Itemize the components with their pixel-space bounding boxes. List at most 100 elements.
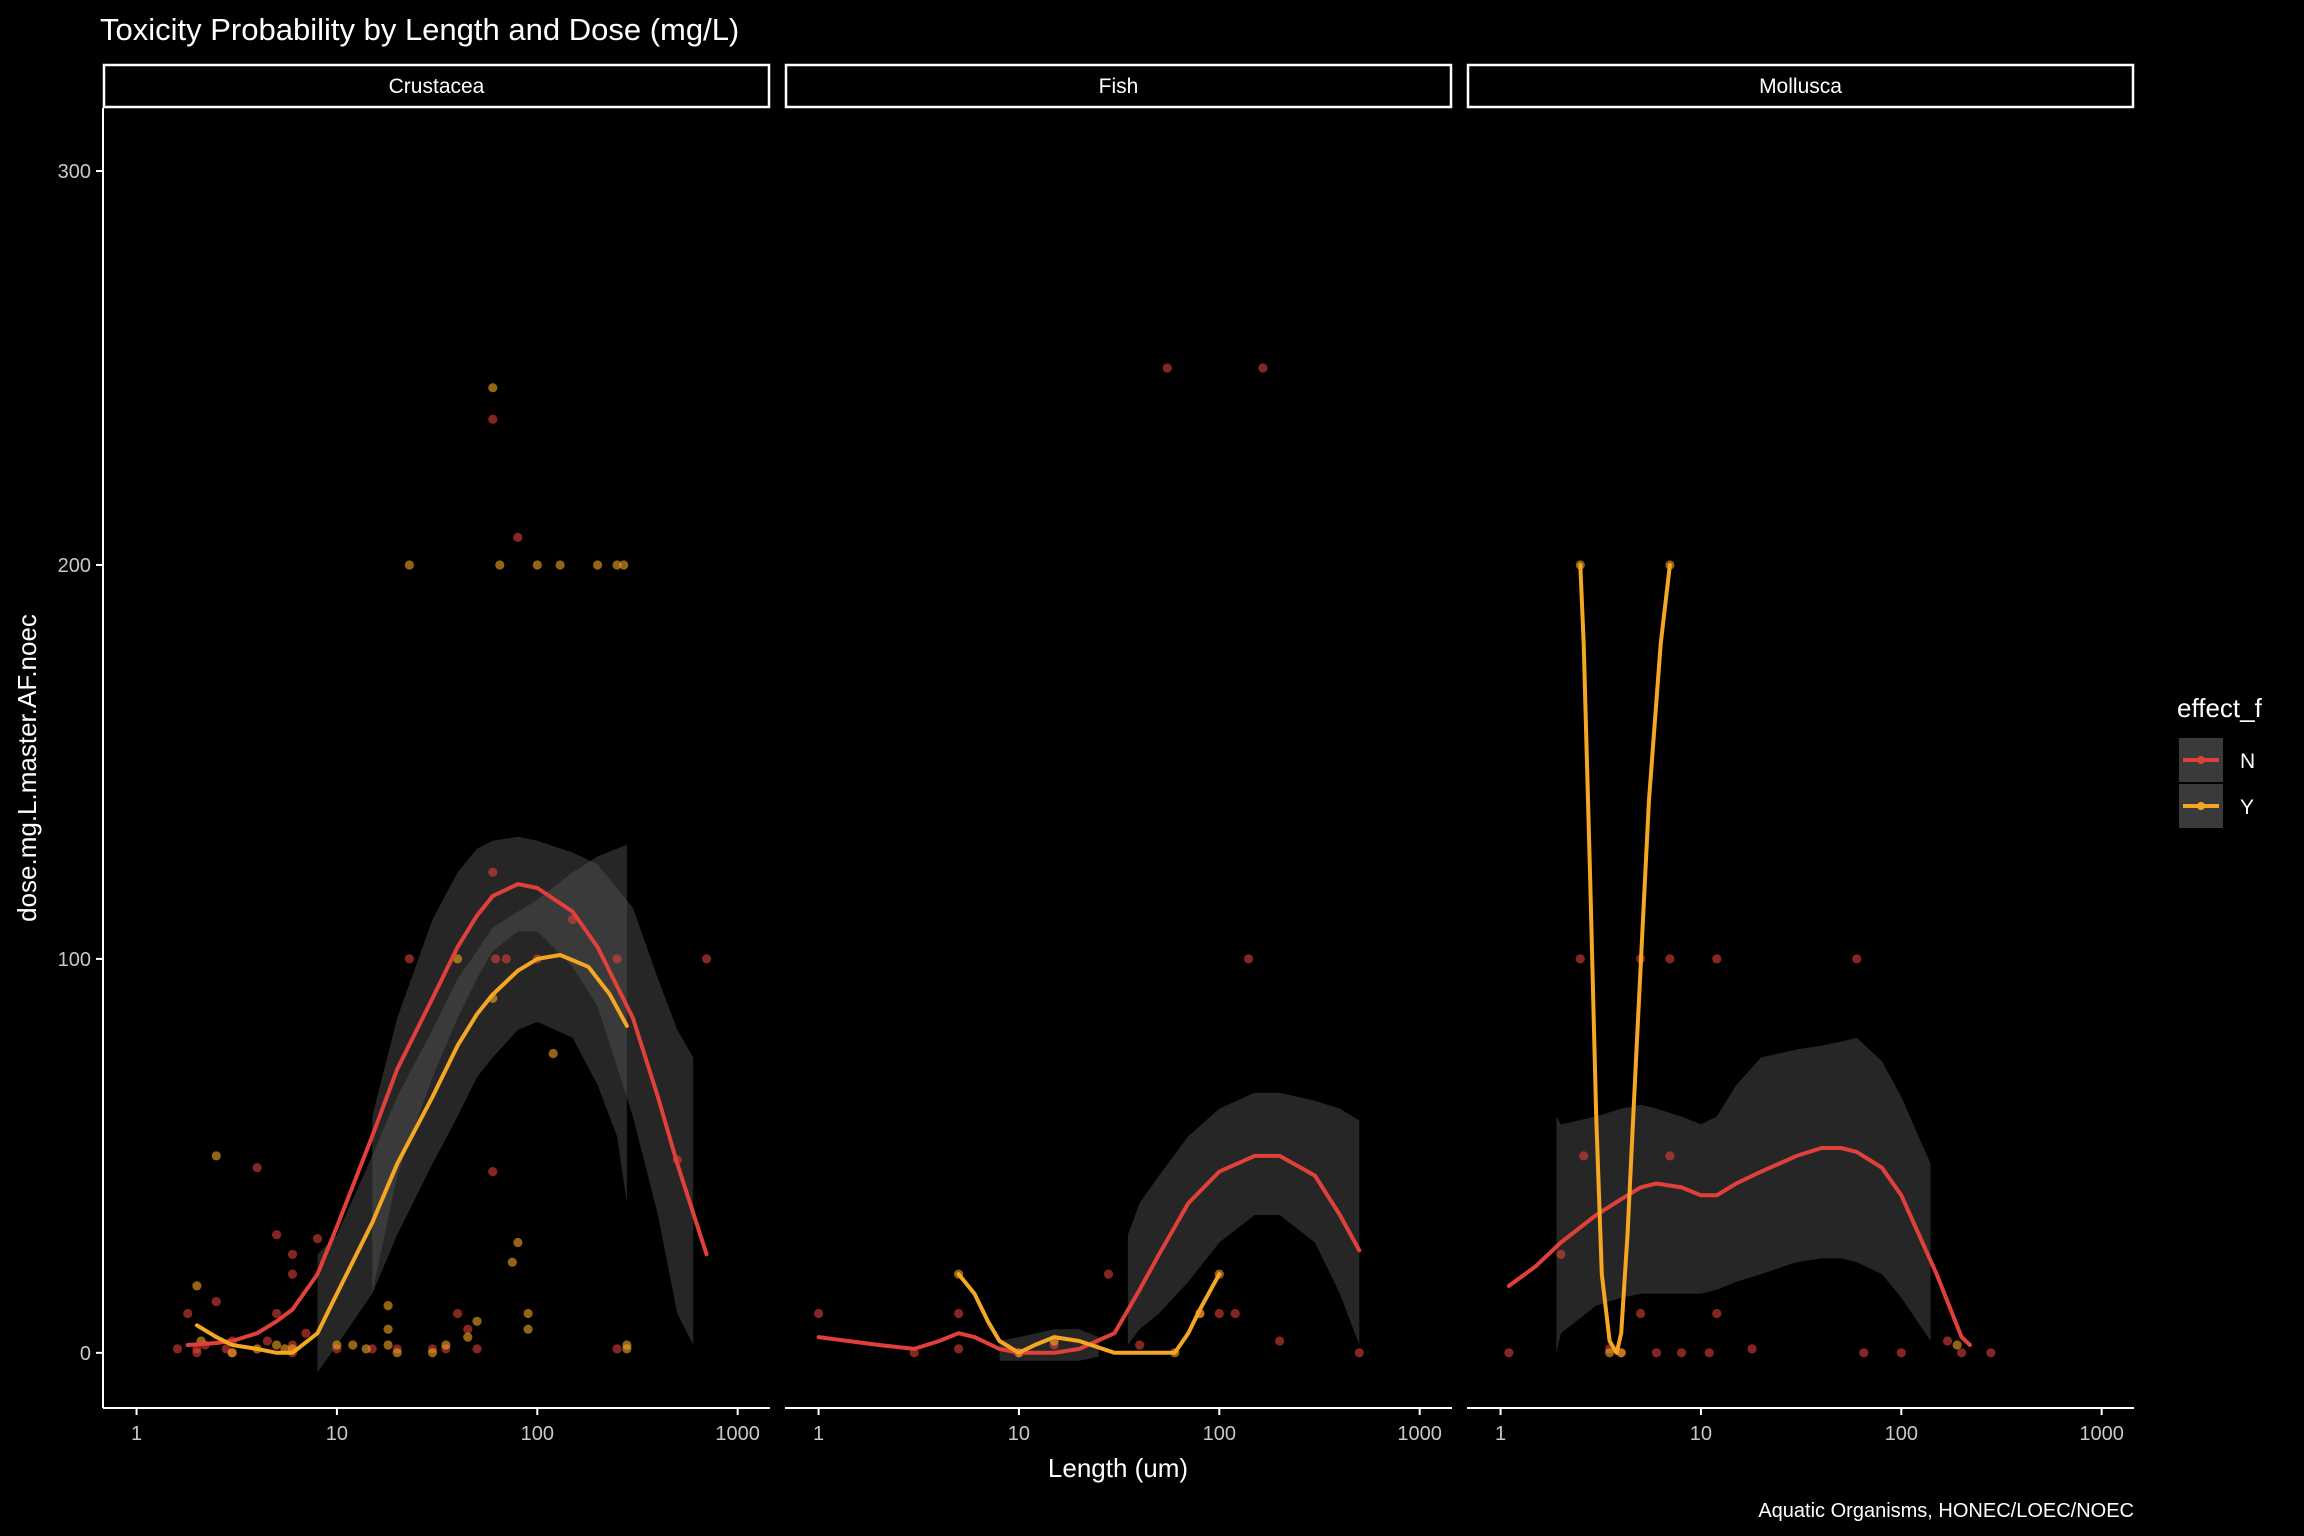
data-point-y: [622, 1344, 632, 1354]
data-point-n: [1135, 1340, 1145, 1350]
smooth-line-n: [816, 1153, 1362, 1355]
data-point-y: [227, 1348, 237, 1358]
data-point-n: [404, 954, 414, 964]
legend: effect_f NY: [2177, 693, 2263, 828]
data-point-n: [1651, 1348, 1662, 1358]
data-point-n: [1354, 1348, 1364, 1358]
y-tick-label: 300: [58, 161, 91, 183]
x-tick-label: 1000: [715, 1423, 760, 1445]
data-point-n: [1162, 363, 1172, 373]
data-point-n: [1986, 1348, 1996, 1358]
data-point-y: [383, 1301, 393, 1311]
data-point-y: [383, 1324, 393, 1334]
data-point-n: [262, 1336, 272, 1346]
data-point-n: [272, 1308, 282, 1319]
data-point-n: [183, 1308, 193, 1319]
data-point-y: [488, 383, 498, 393]
data-point-y: [463, 1332, 473, 1342]
confidence-band-n: [372, 836, 694, 1345]
data-point-n: [1258, 363, 1268, 373]
smooth-line-y: [1578, 563, 1672, 1355]
data-point-n: [1230, 1308, 1240, 1319]
data-point-y: [548, 1048, 558, 1059]
data-point-n: [1852, 954, 1862, 964]
legend-label-n: N: [2240, 750, 2255, 773]
data-point-y: [513, 1237, 523, 1248]
data-point-y: [523, 1324, 533, 1334]
data-point-n: [954, 1308, 964, 1319]
data-point-n: [472, 1344, 482, 1354]
legend-keys: NY: [2179, 738, 2255, 828]
smooth-line-n: [1506, 1146, 1972, 1347]
x-tick-label: 100: [1885, 1423, 1918, 1445]
x-tick-label: 1: [131, 1423, 142, 1445]
data-point-n: [612, 1344, 622, 1354]
data-point-n: [453, 1308, 463, 1319]
data-point-n: [1214, 1308, 1224, 1319]
data-point-n: [172, 1344, 183, 1354]
data-point-y: [619, 560, 629, 570]
x-tick-label: 1000: [2079, 1423, 2124, 1445]
x-tick-label: 100: [521, 1423, 554, 1445]
data-point-y: [211, 1151, 221, 1161]
data-point-y: [192, 1281, 202, 1291]
data-point-y: [441, 1340, 451, 1350]
data-point-y: [383, 1340, 393, 1350]
smooth-line-y: [956, 1272, 1222, 1355]
data-point-n: [1859, 1348, 1869, 1358]
y-tick-label: 100: [58, 949, 91, 971]
data-point-y: [472, 1316, 482, 1326]
data-point-n: [1957, 1348, 1967, 1358]
data-point-y: [495, 560, 505, 570]
data-point-n: [954, 1344, 964, 1354]
data-point-n: [702, 954, 712, 964]
facet-strip-label: Fish: [1099, 75, 1139, 98]
x-tick-label: 10: [326, 1423, 348, 1445]
data-point-y: [453, 954, 463, 964]
facet-strip: [784, 63, 1453, 109]
data-point-n: [287, 1269, 298, 1279]
data-point-y: [361, 1344, 371, 1354]
data-point-n: [1676, 1348, 1687, 1358]
data-point-y: [523, 1308, 533, 1319]
data-point-n: [287, 1249, 298, 1259]
facet-panel-fish: Fish 1 10 100 1000: [784, 63, 1453, 1445]
x-tick-label: 100: [1203, 1423, 1236, 1445]
facet-strip: [102, 63, 771, 109]
data-point-y: [427, 1348, 438, 1358]
data-point-n: [1275, 1336, 1285, 1346]
data-point-y: [392, 1348, 402, 1358]
data-point-y: [555, 560, 565, 570]
data-point-n: [1896, 1348, 1906, 1358]
x-tick-label: 10: [1690, 1423, 1712, 1445]
data-point-n: [1747, 1344, 1757, 1354]
facet-strip-label: Crustacea: [389, 75, 485, 98]
legend-title: effect_f: [2177, 693, 2263, 723]
facet-strip-label: Mollusca: [1759, 75, 1842, 98]
x-axis-title: Length (um): [1048, 1453, 1188, 1483]
data-point-n: [1636, 1308, 1646, 1319]
chart-caption: Aquatic Organisms, HONEC/LOEC/NOEC: [1758, 1500, 2134, 1522]
data-point-n: [301, 1328, 311, 1338]
y-axis: 0 100 200 300: [58, 108, 104, 1408]
data-point-n: [1665, 1151, 1675, 1161]
x-tick-label: 1: [1495, 1423, 1506, 1445]
data-point-y: [593, 560, 603, 570]
data-point-n: [1712, 1308, 1722, 1319]
facet-strip: [1466, 63, 2135, 109]
data-point-n: [1579, 1151, 1589, 1161]
data-point-n: [488, 414, 498, 424]
data-point-n: [211, 1297, 221, 1307]
data-point-n: [1704, 1348, 1714, 1358]
data-point-n: [501, 954, 511, 964]
data-point-n: [488, 1167, 498, 1177]
data-point-n: [612, 954, 622, 964]
confidence-band-y: [317, 844, 627, 1373]
data-point-n: [312, 1234, 323, 1244]
data-point-y: [507, 1257, 517, 1267]
legend-key-point: [2197, 756, 2205, 764]
data-point-y: [332, 1340, 342, 1350]
